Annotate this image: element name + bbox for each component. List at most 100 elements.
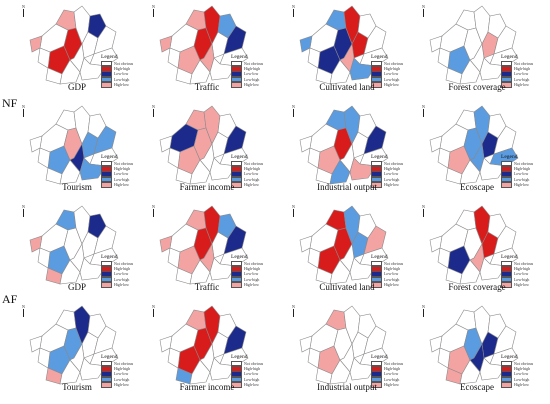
map-panel: N Legend Not obvious High-high Low-low Low-hi… [150, 202, 276, 300]
legend-item: Not obvious [371, 160, 417, 167]
north-arrow-label: N [422, 4, 425, 9]
legend-label: High-low [514, 82, 529, 87]
legend-swatch [371, 60, 382, 67]
legend-swatch [501, 376, 512, 383]
legend-swatch [101, 260, 112, 267]
legend-swatch [101, 382, 112, 388]
legend: Legend Not obvious High-high Low-low Low-hig… [231, 254, 277, 288]
legend-label: High-high [514, 166, 530, 171]
legend-item: Low-low [231, 71, 277, 78]
legend-label: High-high [514, 366, 530, 371]
county-region [459, 159, 481, 185]
north-arrow-icon [293, 9, 294, 17]
legend-label: Not obvious [114, 161, 134, 166]
legend-label: High-high [244, 66, 260, 71]
county-region [29, 35, 43, 53]
legend-swatch [101, 182, 112, 188]
legend: Legend Not obvious High-high Low-low Low-hig… [371, 254, 417, 288]
county-region [59, 259, 81, 285]
legend-swatch [101, 82, 112, 88]
row-label: AF [2, 292, 18, 306]
legend-swatch [501, 171, 512, 178]
panel-title: Tourism [62, 382, 92, 392]
legend-swatch [231, 282, 242, 288]
county-region [223, 25, 247, 55]
panel-title: Farmer income [179, 182, 235, 192]
legend-swatch [231, 166, 242, 172]
legend-title: Legend [501, 254, 518, 260]
legend-title: Legend [501, 354, 518, 360]
county-region [459, 59, 481, 85]
legend-item: Low-low [231, 171, 277, 178]
legend-label: High-high [384, 66, 400, 71]
legend-swatch [231, 276, 242, 283]
map-panel: N Legend Not obvious High-high Low-low Low-hi… [420, 102, 546, 200]
legend-swatch [371, 160, 382, 167]
legend-swatch [231, 66, 242, 72]
county-region [429, 235, 443, 253]
legend-swatch [501, 276, 512, 283]
legend-label: Not obvious [514, 261, 534, 266]
legend-item: High-low [371, 382, 417, 388]
legend-label: High-high [514, 266, 530, 271]
north-arrow-icon [23, 309, 24, 317]
legend-swatch [101, 66, 112, 72]
county-map [429, 105, 519, 185]
legend-item: Low-high [501, 76, 547, 83]
north-arrow-label: N [22, 104, 25, 109]
panel-title: Traffic [194, 282, 220, 292]
legend-item: Not obvious [501, 260, 547, 267]
legend-title: Legend [231, 354, 248, 360]
legend-title: Legend [101, 254, 118, 260]
legend-title: Legend [371, 354, 388, 360]
legend-swatch [231, 176, 242, 183]
legend-swatch [231, 376, 242, 383]
legend: Legend Not obvious High-high Low-low Low-hig… [101, 254, 147, 288]
legend-label: High-high [514, 66, 530, 71]
north-arrow-label: N [22, 4, 25, 9]
legend-label: Low-low [514, 172, 529, 177]
legend-item: High-low [501, 82, 547, 88]
legend-item: High-low [101, 282, 147, 288]
county-region [487, 313, 507, 339]
county-region [167, 247, 181, 269]
legend-label: Low-low [114, 272, 129, 277]
legend-item: Low-high [231, 276, 277, 283]
legend-item: High-low [101, 182, 147, 188]
legend-swatch [101, 282, 112, 288]
legend-title: Legend [371, 54, 388, 60]
legend-swatch [501, 60, 512, 67]
legend-swatch [101, 266, 112, 272]
north-arrow-label: N [422, 304, 425, 309]
legend: Legend Not obvious High-high Low-low Low-hig… [501, 254, 547, 288]
legend-label: Not obvious [514, 361, 534, 366]
county-region [437, 347, 451, 369]
legend-label: Low-high [114, 77, 130, 82]
legend-swatch [101, 171, 112, 178]
legend-item: High-low [371, 182, 417, 188]
county-region [363, 325, 387, 355]
legend-item: Low-high [371, 76, 417, 83]
legend-swatch [501, 371, 512, 378]
map-panel: N Legend Not obvious High-high Low-low Low-hi… [150, 2, 276, 100]
legend-swatch [101, 60, 112, 67]
legend-item: Low-low [101, 371, 147, 378]
legend-title: Legend [501, 54, 518, 60]
north-arrow-label: N [22, 204, 25, 209]
county-region [299, 335, 313, 353]
north-arrow-icon [23, 9, 24, 17]
legend-item: Low-low [501, 371, 547, 378]
legend-item: Not obvious [501, 60, 547, 67]
legend-swatch [371, 376, 382, 383]
legend-label: Low-low [384, 72, 399, 77]
legend-item: Not obvious [101, 360, 147, 367]
legend-item: High-high [231, 266, 277, 272]
legend-label: Low-low [384, 272, 399, 277]
legend-label: Low-low [514, 372, 529, 377]
county-region [223, 225, 247, 255]
legend-item: High-low [231, 282, 277, 288]
legend-label: Low-low [114, 372, 129, 377]
county-region [223, 325, 247, 355]
legend-swatch [371, 371, 382, 378]
county-map [29, 105, 119, 185]
